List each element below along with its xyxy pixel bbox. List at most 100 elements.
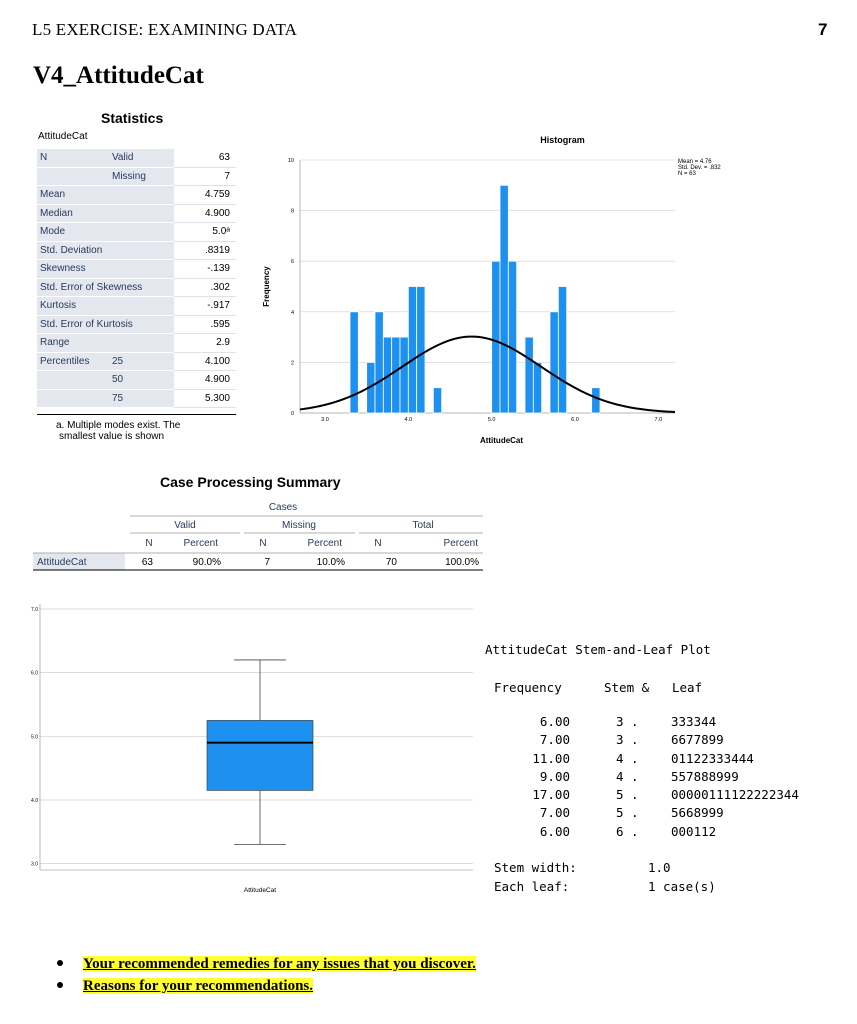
stem-leaf-leaf: 6677899 <box>671 732 724 748</box>
histogram-bar <box>374 311 384 414</box>
statistics-label: Mean <box>37 185 174 205</box>
footnote-line-1: a. Multiple modes exist. The <box>56 420 181 431</box>
case-group-header: Total <box>412 520 433 531</box>
statistics-sublabel: Missing <box>109 167 174 186</box>
statistics-sublabel: 25 <box>109 352 174 371</box>
statistics-sublabel: 75 <box>109 389 174 408</box>
statistics-row: Median 4.900 <box>37 204 236 223</box>
x-tick-label: 5.0 <box>488 417 496 423</box>
stem-width-value: 1.0 <box>648 860 671 875</box>
stem-leaf-row: 6.00 6 . 000112 <box>494 824 834 842</box>
stem-leaf-leaf: 01122333444 <box>671 750 754 766</box>
histogram-title: Histogram <box>540 135 585 145</box>
statistics-label: Std. Deviation <box>37 241 174 260</box>
legend-sd: Std. Dev. = .832 <box>678 165 721 171</box>
case-processing-title: Case Processing Summary <box>160 474 341 490</box>
statistics-row: Mode 5.0ᵃ <box>37 222 236 242</box>
case-value: 100.0% <box>445 557 479 568</box>
legend-n: N = 63 <box>678 171 697 177</box>
bullet-text: Reasons for your recommendations. <box>83 978 313 994</box>
statistics-row: Mean 4.759 <box>37 185 236 205</box>
statistics-table-rule <box>37 414 236 415</box>
histogram-bar <box>499 184 509 414</box>
boxplot-chart: 3.0 4.0 5.0 6.0 7.0 AttitudeCat <box>31 604 473 894</box>
stem-leaf-title: AttitudeCat Stem-and-Leaf Plot <box>485 642 711 657</box>
case-subheader: Percent <box>444 538 479 549</box>
statistics-row: Missing 7 <box>37 167 236 186</box>
statistics-label <box>37 389 109 408</box>
section-title: V4_AttitudeCat <box>33 62 204 89</box>
case-subheader: Percent <box>308 538 343 549</box>
statistics-value: -.139 <box>174 259 236 279</box>
statistics-label: Range <box>37 333 174 353</box>
histogram-chart: Histogram 0 2 4 6 8 10 3.0 4.0 5.0 6.0 7.0 Frequency… <box>262 135 721 445</box>
histogram-bar <box>549 311 559 414</box>
footnote-line-2: smallest value is shown <box>59 431 165 442</box>
statistics-row: 75 5.300 <box>37 389 236 408</box>
x-axis-label: AttitudeCat <box>244 887 276 894</box>
statistics-row: Std. Error of Kurtosis .595 <box>37 315 236 334</box>
stem-leaf-col-stem: Stem & <box>604 680 650 695</box>
stem-leaf-leaf: 5668999 <box>671 805 724 821</box>
histogram-bar <box>557 286 568 414</box>
stem-leaf-stem: 6 . <box>616 823 639 839</box>
stem-leaf-row: 7.00 5 . 5668999 <box>494 805 834 823</box>
stem-leaf-row: 11.00 4 . 01122333444 <box>494 751 834 769</box>
histogram-bar <box>349 311 359 414</box>
x-tick-label: 7.0 <box>655 417 663 423</box>
x-axis-label: AttitudeCat <box>480 436 523 445</box>
histogram-bar <box>532 361 543 414</box>
histogram-bar <box>524 336 534 414</box>
stem-leaf-frequency: 9.00 <box>539 768 570 784</box>
stem-leaf-frequency: 11.00 <box>532 750 570 766</box>
statistics-value: 4.100 <box>174 352 236 371</box>
y-tick-label: 0 <box>291 411 294 417</box>
statistics-value: 4.900 <box>174 204 236 223</box>
stem-leaf-stem: 4 . <box>616 768 639 784</box>
statistics-footnote: a. Multiple modes exist. The smallest va… <box>56 420 180 442</box>
histogram-bar <box>432 387 443 414</box>
stem-leaf-row: 17.00 5 . 00000111122222344 <box>494 787 834 805</box>
histogram-bar <box>591 387 601 414</box>
stem-leaf-rows: 6.00 3 . 333344 7.00 3 . 6677899 11.00 4 . 01122… <box>494 714 834 842</box>
each-leaf-label: Each leaf: <box>494 879 570 894</box>
stem-leaf-leaf: 557888999 <box>671 768 739 784</box>
stem-leaf-frequency: 6.00 <box>539 823 570 839</box>
bullet-item: Your recommended remedies for any issues… <box>57 956 476 978</box>
y-tick-label: 5.0 <box>31 734 38 740</box>
case-value: 63 <box>142 557 154 568</box>
x-tick-label: 3.0 <box>321 417 329 423</box>
statistics-value: -.917 <box>174 296 236 316</box>
statistics-label <box>37 167 109 186</box>
statistics-value: 4.900 <box>174 370 236 390</box>
case-group-header: Missing <box>282 520 316 531</box>
stem-leaf-col-frequency: Frequency <box>494 680 562 695</box>
case-value: 70 <box>386 557 398 568</box>
y-tick-label: 6.0 <box>31 671 38 677</box>
statistics-label: Std. Error of Skewness <box>37 278 174 297</box>
statistics-value: 5.0ᵃ <box>174 222 236 242</box>
statistics-value: 4.759 <box>174 185 236 205</box>
legend-mean: Mean = 4.76 <box>678 159 712 165</box>
statistics-row: Std. Error of Skewness .302 <box>37 278 236 297</box>
histogram-bar <box>416 286 426 414</box>
statistics-variable: AttitudeCat <box>38 131 88 142</box>
statistics-value: 2.9 <box>174 333 236 353</box>
case-value: 10.0% <box>317 557 345 568</box>
statistics-sublabel: Valid <box>109 149 174 168</box>
case-value: 7 <box>264 557 270 568</box>
bullet-list: Your recommended remedies for any issues… <box>57 956 476 1000</box>
stem-leaf-leaf: 00000111122222344 <box>671 787 799 803</box>
statistics-row: Percentiles 25 4.100 <box>37 352 236 371</box>
stem-leaf-frequency: 6.00 <box>539 714 570 729</box>
y-tick-label: 4 <box>291 310 294 316</box>
statistics-value: 5.300 <box>174 389 236 408</box>
bullet-dot-icon <box>57 959 63 966</box>
statistics-value: .8319 <box>174 241 236 260</box>
stem-leaf-leaf: 000112 <box>671 823 717 839</box>
histogram-bar <box>507 260 518 414</box>
case-subheader: N <box>374 538 381 549</box>
case-row-label: AttitudeCat <box>37 557 87 568</box>
stem-leaf-row: 7.00 3 . 6677899 <box>494 732 834 750</box>
statistics-title: Statistics <box>101 110 164 126</box>
